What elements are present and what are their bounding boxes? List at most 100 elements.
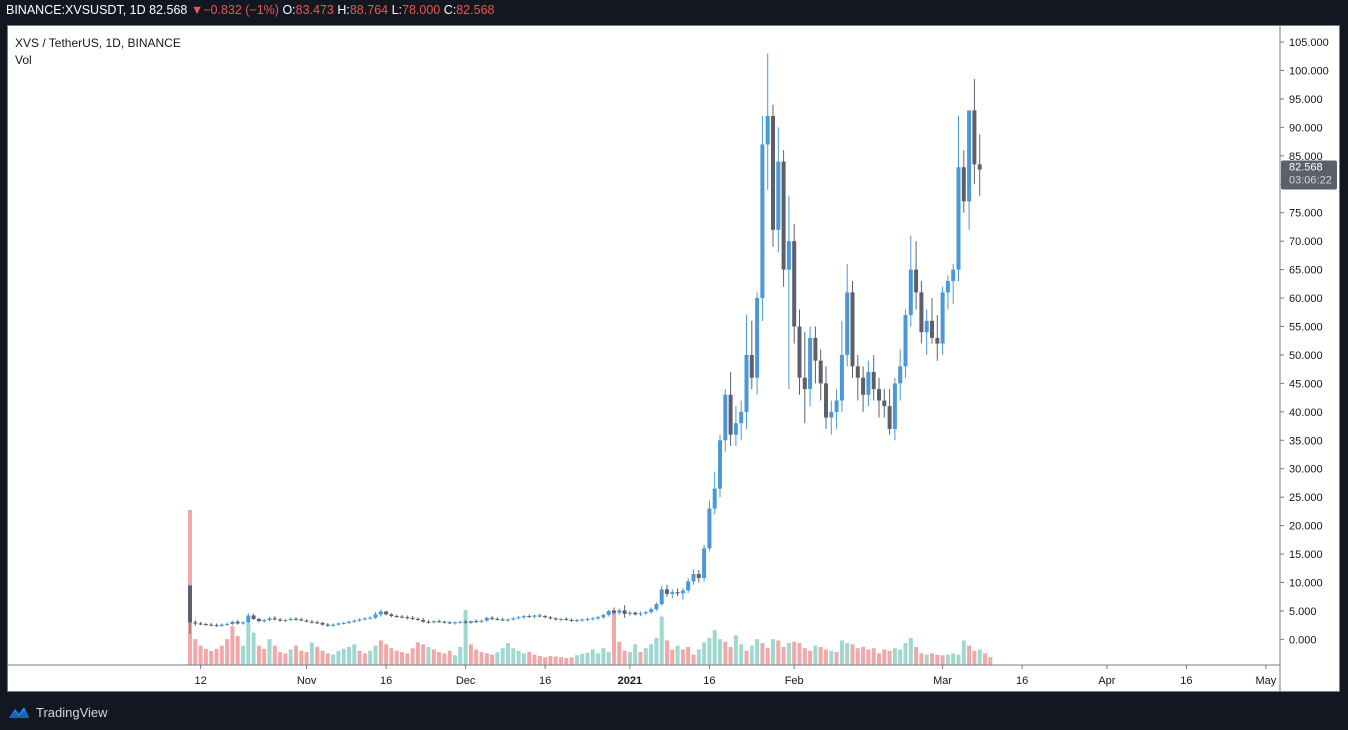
- candle: [309, 620, 314, 624]
- candle: [665, 584, 669, 597]
- x-tick-label: Feb: [785, 675, 804, 687]
- volume-bar: [633, 644, 638, 665]
- y-tick-label: 45.000: [1289, 378, 1323, 390]
- volume-bar: [792, 641, 797, 665]
- volume-bar: [426, 646, 431, 665]
- volume-bar: [924, 654, 929, 665]
- time-axis[interactable]: 12 Nov 16 Dec 16 2021 16 Feb Mar 16 Apr 16 May: [194, 665, 1277, 687]
- volume-bar: [781, 646, 786, 665]
- volume-bar: [378, 640, 383, 665]
- volume-bar: [548, 655, 553, 665]
- price-chart[interactable]: 105.000100.00095.00090.00085.00080.00075…: [7, 25, 1340, 692]
- volume-bar: [972, 650, 977, 665]
- candle: [256, 617, 261, 623]
- candle: [723, 389, 728, 452]
- volume-bar: [278, 652, 283, 665]
- volume-bar: [733, 635, 738, 665]
- candle: [749, 320, 754, 390]
- volume-bar: [892, 648, 897, 665]
- legend-vol[interactable]: Vol: [15, 53, 32, 67]
- volume-bar: [527, 652, 532, 665]
- candle: [278, 617, 283, 622]
- volume-bar: [723, 641, 728, 665]
- candle: [463, 620, 468, 624]
- candle: [447, 621, 452, 625]
- candle: [691, 569, 696, 585]
- volume-bar: [659, 616, 664, 665]
- last-price-tag: 82.568 03:06:22: [1281, 160, 1337, 190]
- price-axis[interactable]: 105.000100.00095.00090.00085.00080.00075…: [1280, 37, 1329, 646]
- volume-bar: [839, 640, 844, 665]
- volume-bar: [474, 649, 479, 665]
- volume-bar: [776, 640, 781, 665]
- volume-bar: [421, 644, 426, 665]
- candle: [352, 619, 357, 623]
- open-label: O:: [282, 3, 296, 17]
- candle: [797, 309, 802, 395]
- volume-bar: [490, 654, 495, 665]
- candle: [590, 617, 595, 621]
- price-change: −0.832 (−1%): [203, 3, 279, 17]
- chart-pane[interactable]: [7, 25, 1340, 692]
- y-tick-label: 85.000: [1289, 151, 1323, 163]
- y-tick-label: 65.000: [1289, 265, 1323, 277]
- volume-bar: [442, 653, 447, 665]
- volume-bar: [824, 649, 828, 665]
- volume-bar: [802, 648, 807, 665]
- volume-bar: [813, 645, 818, 665]
- volume-bar: [272, 645, 277, 665]
- candle: [935, 315, 940, 361]
- candle: [516, 616, 521, 620]
- candle: [389, 613, 394, 618]
- tradingview-icon: [9, 707, 29, 718]
- candle: [580, 618, 585, 622]
- volume-bar: [818, 646, 823, 665]
- y-tick-label: 10.000: [1289, 578, 1323, 590]
- candle: [945, 275, 950, 310]
- candle: [490, 616, 495, 621]
- candle: [378, 609, 383, 617]
- candle: [813, 326, 818, 384]
- volume-bar: [834, 652, 839, 665]
- candle: [246, 613, 251, 624]
- candle: [744, 315, 749, 429]
- volume-bar: [357, 650, 362, 665]
- candle: [601, 613, 606, 619]
- volume-bar: [935, 654, 940, 665]
- volume-bar: [500, 648, 505, 665]
- volume-bar: [871, 648, 876, 665]
- volume-bar: [771, 639, 775, 665]
- candle: [914, 241, 919, 310]
- symbol-label[interactable]: BINANCE:XVSUSDT, 1D: [6, 3, 146, 17]
- volume-bar: [431, 649, 436, 665]
- candle: [357, 618, 362, 622]
- candle: [718, 434, 722, 498]
- volume-bar: [214, 648, 219, 665]
- volume-bar: [511, 648, 516, 665]
- candle: [887, 389, 892, 435]
- volume-bar: [336, 650, 341, 665]
- volume-bar: [755, 639, 760, 665]
- symbol-header: BINANCE:XVSUSDT, 1D 82.568 ▼−0.832 (−1%)…: [6, 3, 494, 21]
- candle: [437, 619, 442, 623]
- volume-bar: [967, 645, 972, 665]
- legend-title[interactable]: XVS / TetherUS, 1D, BINANCE: [15, 36, 181, 50]
- candle: [442, 620, 447, 624]
- volume-bar: [638, 652, 643, 665]
- x-tick-label: 16: [1016, 675, 1028, 687]
- tradingview-logo[interactable]: TradingView: [8, 704, 108, 720]
- candle: [235, 620, 240, 625]
- candle: [670, 589, 675, 599]
- volume-bar: [643, 648, 648, 665]
- close-label: C:: [443, 3, 457, 17]
- price-tag-value: 82.568: [1289, 161, 1323, 173]
- down-arrow-icon: ▼: [190, 3, 204, 17]
- candle: [781, 150, 786, 287]
- volume-bar: [866, 649, 871, 665]
- candle: [453, 621, 457, 625]
- candle: [877, 377, 881, 418]
- volume-bar: [309, 642, 314, 665]
- x-tick-label: 16: [380, 675, 392, 687]
- candle: [924, 309, 929, 355]
- close-value: 82.568: [456, 3, 495, 17]
